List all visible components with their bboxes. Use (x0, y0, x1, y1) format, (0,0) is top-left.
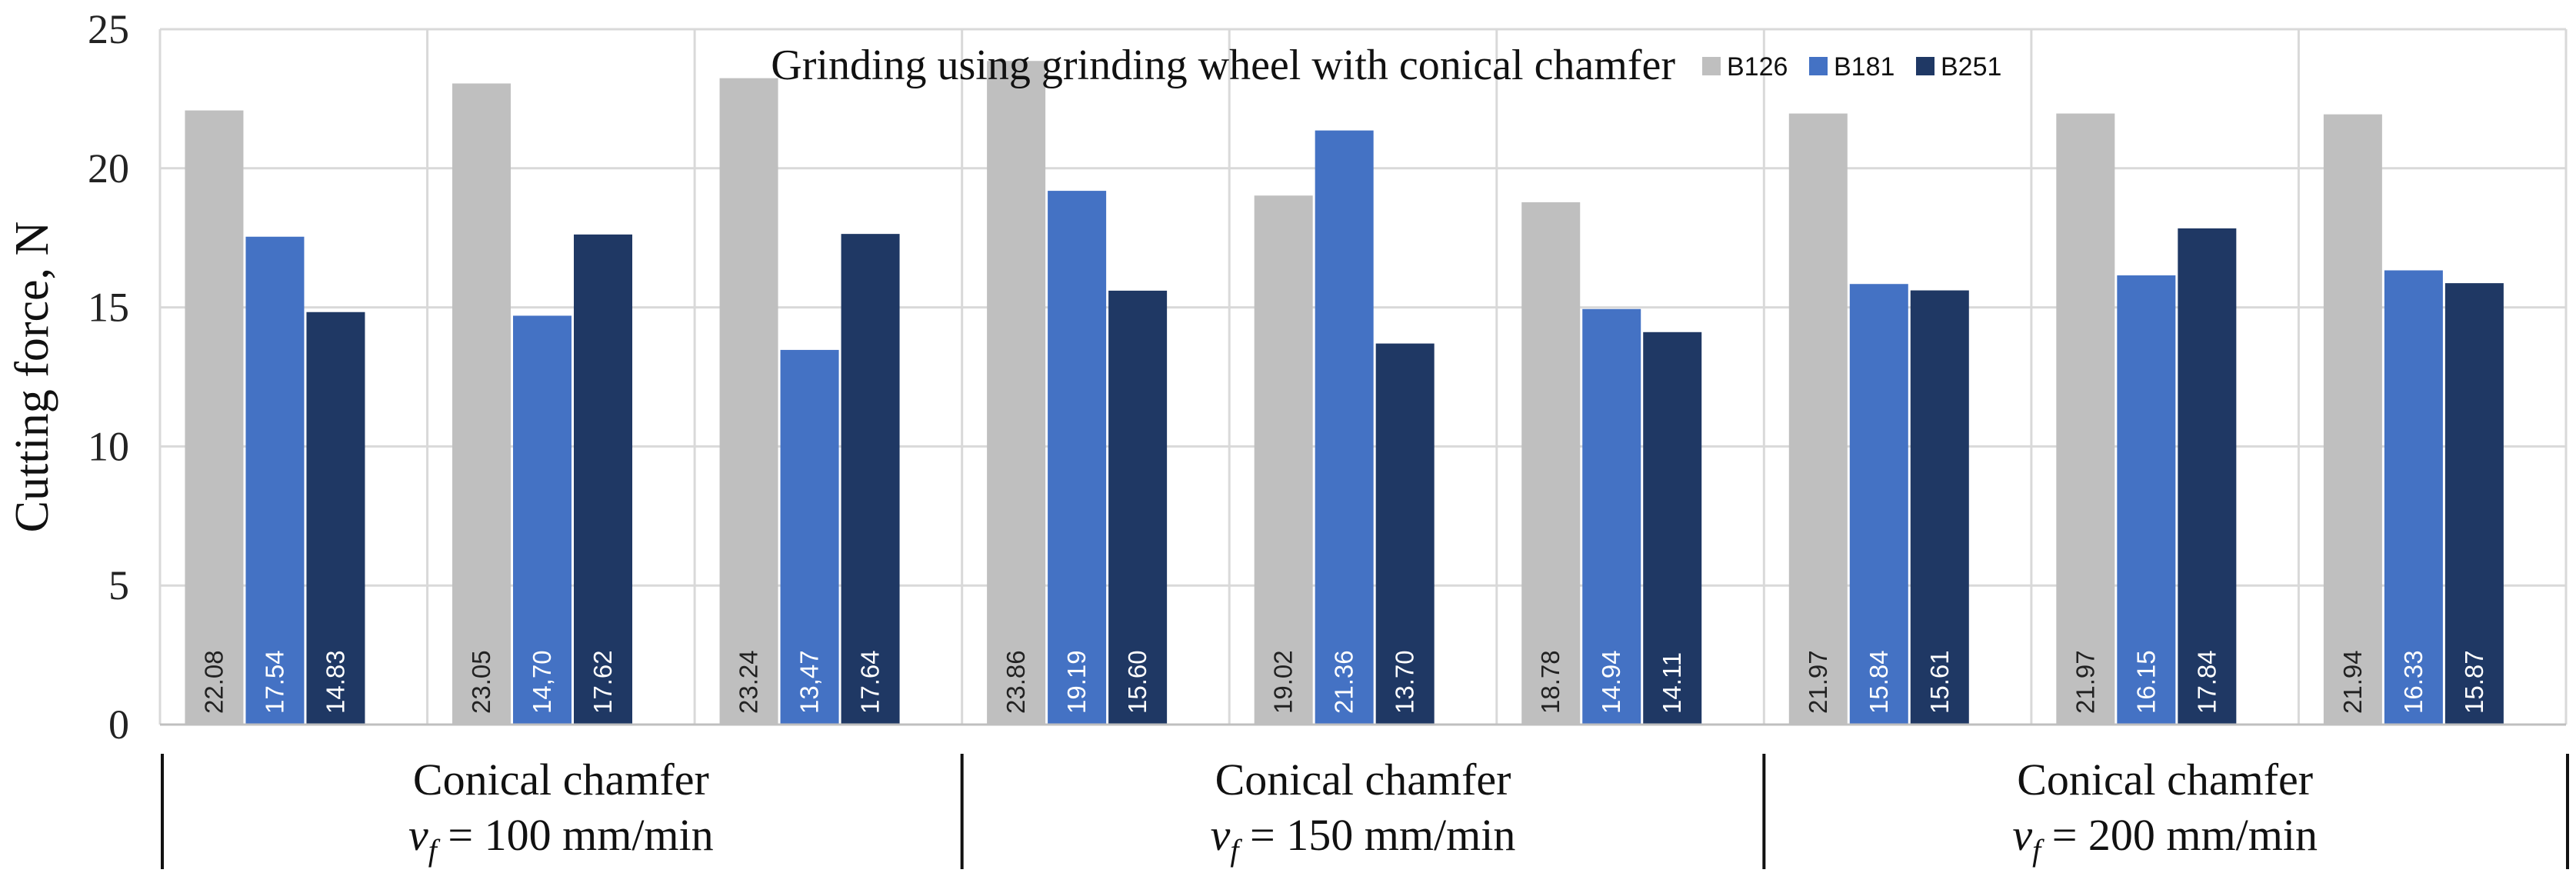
data-label: 17.62 (588, 650, 617, 714)
data-label: 21.36 (1330, 650, 1358, 714)
bar-b126-6 (1521, 202, 1581, 725)
group-label-line1: Conical chamfer (1215, 755, 1511, 805)
y-tick-label: 15 (88, 285, 129, 331)
bar-b126-9 (2323, 114, 2382, 725)
bar-b181-6 (1582, 308, 1641, 725)
data-label: 15.87 (2460, 650, 2488, 714)
legend-swatch-b251 (1916, 57, 1934, 75)
bar-b251-8 (2178, 228, 2237, 725)
bar-b181-5 (1315, 130, 1374, 725)
bar-b181-4 (1048, 191, 1107, 725)
data-label: 23.86 (1001, 650, 1030, 714)
data-label: 22.08 (199, 650, 228, 714)
data-label: 21.94 (2338, 650, 2367, 714)
legend-entry: B251 (1941, 52, 2001, 82)
data-label: 14.11 (1658, 652, 1686, 714)
data-label: 21.97 (2071, 650, 2099, 714)
data-label: 15.60 (1123, 650, 1151, 714)
bar-b251-4 (1108, 290, 1168, 725)
y-tick-label: 10 (88, 423, 129, 469)
y-tick-label: 0 (108, 701, 129, 748)
bar-b126-8 (2056, 113, 2115, 725)
data-label: 13,47 (795, 650, 824, 714)
y-tick-label: 20 (88, 145, 129, 192)
bar-b251-5 (1375, 343, 1435, 725)
bar-b181-1 (245, 236, 305, 725)
bar-b181-8 (2117, 275, 2176, 725)
bar-b181-7 (1849, 284, 1908, 725)
data-label: 16.15 (2131, 650, 2160, 714)
group-label-line2: vf = 200 mm/min (2012, 810, 2318, 868)
data-label: 23.24 (735, 650, 763, 714)
data-label: 15.61 (1925, 650, 1954, 714)
data-label: 13.70 (1391, 650, 1419, 714)
data-label: 16.33 (2399, 650, 2428, 714)
data-label: 17.54 (260, 650, 288, 714)
bar-b181-2 (513, 315, 572, 725)
legend-entry: B126 (1727, 52, 1788, 82)
data-label: 14.83 (321, 650, 349, 714)
y-tick-label: 5 (108, 562, 129, 608)
bar-b126-4 (987, 61, 1046, 725)
data-label: 17.84 (2192, 650, 2221, 714)
data-label: 15.84 (1865, 650, 1893, 714)
data-label: 14.94 (1597, 650, 1625, 714)
bar-b181-9 (2384, 270, 2443, 725)
bar-b251-1 (306, 312, 365, 725)
data-label: 23.05 (467, 650, 495, 714)
group-label-line2: vf = 100 mm/min (408, 810, 714, 868)
bar-b251-3 (841, 234, 900, 725)
data-label: 19.19 (1062, 650, 1091, 714)
legend-swatch-b181 (1809, 57, 1828, 75)
group-label-line2: vf = 150 mm/min (1211, 810, 1516, 868)
data-label: 17.64 (856, 650, 885, 714)
group-label-line1: Conical chamfer (2017, 755, 2313, 805)
bar-b251-6 (1643, 332, 1702, 725)
group-label-line1: Conical chamfer (413, 755, 709, 805)
data-label: 21.97 (1804, 650, 1832, 714)
bar-b251-2 (574, 234, 633, 725)
legend-entry: B181 (1834, 52, 1895, 82)
bar-b126-7 (1788, 113, 1848, 725)
y-tick-label: 25 (88, 6, 129, 52)
legend-swatch-b126 (1702, 57, 1721, 75)
data-label: 18.78 (1536, 650, 1565, 714)
bar-b126-3 (719, 78, 778, 725)
bar-b126-5 (1254, 195, 1313, 725)
data-label: 14,70 (528, 650, 556, 714)
bar-b251-9 (2444, 283, 2504, 725)
bar-b181-3 (780, 349, 839, 725)
data-label: 19.02 (1269, 650, 1298, 714)
bar-b251-7 (1910, 290, 1969, 725)
bar-b126-2 (452, 83, 512, 725)
chart-title: Grinding using grinding wheel with conic… (771, 42, 1675, 89)
y-axis-title: Cutting force, N (6, 222, 58, 533)
bar-b126-1 (185, 110, 244, 725)
